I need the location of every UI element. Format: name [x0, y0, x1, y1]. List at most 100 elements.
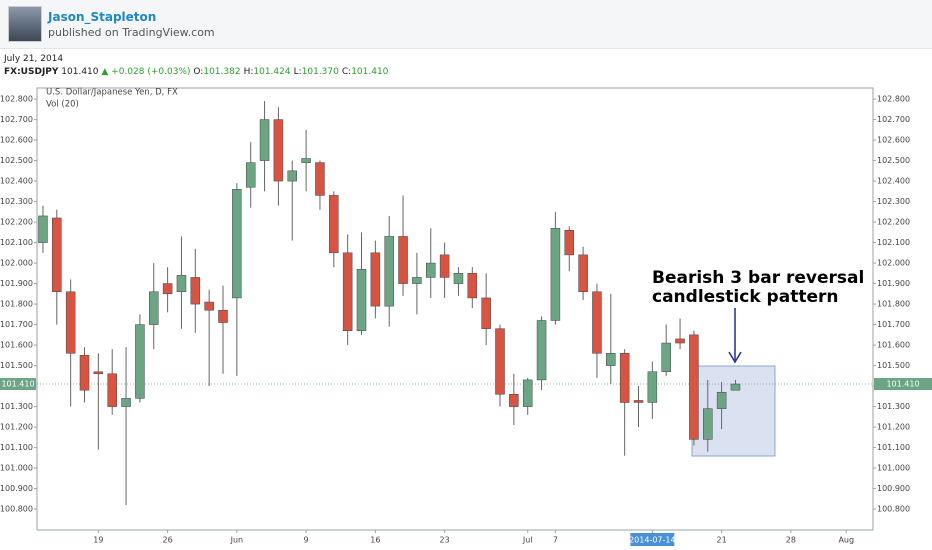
- y-tick-label: 101.300: [0, 402, 33, 411]
- candle-body: [370, 252, 381, 307]
- candle: [162, 267, 173, 313]
- candle: [356, 232, 367, 335]
- candle-body: [426, 262, 436, 278]
- candle-body: [606, 353, 616, 366]
- candle-body: [190, 277, 201, 305]
- candle-body: [412, 277, 422, 284]
- ohlc-label: H:: [243, 67, 254, 77]
- x-tick-label: 9: [304, 536, 309, 545]
- candle: [315, 160, 325, 210]
- x-tick-label: 26: [163, 536, 173, 545]
- y-tick-label: 102.100: [877, 238, 910, 247]
- candle-body: [633, 400, 644, 403]
- candle-body: [273, 119, 284, 182]
- candle: [273, 107, 284, 206]
- candle-body: [522, 379, 533, 407]
- x-tick-label: 7: [553, 536, 558, 545]
- candle: [259, 101, 270, 192]
- candle-body: [578, 254, 588, 293]
- x-tick-label: Jun: [230, 536, 244, 545]
- candle: [536, 316, 547, 391]
- x-tick-label: 16: [370, 536, 380, 545]
- y-tick-label: 100.800: [0, 505, 33, 514]
- candle-body: [592, 291, 602, 354]
- candle: [65, 279, 76, 407]
- candle-body: [232, 189, 242, 299]
- y-tick-label: 102.400: [877, 177, 910, 186]
- x-tick-label: Aug: [838, 536, 854, 545]
- candle-body: [689, 334, 699, 440]
- legend-volume: Vol (20): [46, 100, 79, 110]
- ohlc-value: 101.370: [301, 67, 339, 77]
- candle: [190, 248, 201, 333]
- y-tick-label: 101.900: [877, 279, 910, 288]
- y-tick-label: 101.500: [0, 361, 33, 370]
- ohlc: O:101.382 H:101.424 L:101.370 C:101.410: [193, 67, 391, 77]
- y-tick-label: 102.000: [0, 259, 33, 268]
- candle: [52, 209, 62, 325]
- symbol: FX:USDJPY: [4, 67, 59, 77]
- y-tick-label: 102.700: [0, 115, 33, 124]
- legend-title: U.S. Dollar/Japanese Yen, D, FX: [46, 88, 178, 98]
- ohlc-value: 101.410: [351, 67, 389, 77]
- candle: [149, 263, 159, 350]
- candle-body: [398, 236, 408, 284]
- candle: [647, 361, 658, 419]
- y-tick-label: 102.500: [877, 156, 910, 165]
- published-note: published on TradingView.com: [48, 26, 215, 39]
- candle-body: [439, 254, 450, 278]
- arrow-head: [728, 351, 742, 364]
- candle: [495, 324, 505, 407]
- candle-body: [315, 162, 325, 196]
- candle: [703, 379, 713, 452]
- y-tick-label: 101.300: [877, 402, 910, 411]
- candle: [384, 215, 394, 327]
- y-tick-label: 101.100: [0, 443, 33, 452]
- x-tick-label: 28: [786, 536, 796, 545]
- y-tick-label: 101.600: [877, 341, 910, 350]
- candle: [467, 267, 478, 309]
- candle-body: [149, 291, 159, 325]
- candle: [453, 267, 464, 296]
- y-tick-label: 101.000: [877, 464, 910, 473]
- candle-body: [162, 283, 173, 295]
- candle-body: [121, 398, 131, 407]
- candle-body: [245, 162, 256, 188]
- ohlc-label: L:: [293, 67, 302, 77]
- y-tick-label: 102.600: [877, 136, 910, 145]
- candle-body: [647, 371, 658, 403]
- y-tick-label: 102.400: [0, 177, 33, 186]
- author[interactable]: Jason_Stapleton: [48, 10, 157, 24]
- candle-body: [93, 371, 104, 375]
- candle-body: [495, 328, 505, 395]
- candle-body: [453, 273, 464, 284]
- y-tick-label: 102.700: [877, 115, 910, 124]
- ohlc-value: 101.382: [203, 67, 241, 77]
- candle: [633, 386, 644, 428]
- candle-body: [176, 275, 187, 293]
- price: 101.410: [61, 67, 99, 77]
- candle: [481, 273, 491, 346]
- candle: [592, 283, 602, 378]
- candle: [550, 211, 561, 325]
- y-tick-label: 101.200: [0, 423, 33, 432]
- candle-body: [675, 338, 685, 344]
- candle: [661, 324, 671, 376]
- x-tick-label: 21: [717, 536, 727, 545]
- x-tick-label: 19: [93, 536, 103, 545]
- y-tick-label: 101.800: [0, 300, 33, 309]
- candle-body: [467, 273, 478, 299]
- x-tick-highlight: [630, 533, 675, 546]
- y-tick-label: 102.200: [0, 218, 33, 227]
- y-tick-label: 102.100: [0, 238, 33, 247]
- candle: [107, 349, 117, 415]
- candle-body: [329, 195, 339, 254]
- y-tick-label: 101.600: [0, 341, 33, 350]
- y-tick-label: 101.700: [877, 320, 910, 329]
- candle: [564, 226, 575, 272]
- candle-body: [481, 297, 491, 329]
- candle-body: [52, 217, 62, 293]
- header: Jason_Stapleton published on TradingView…: [0, 0, 932, 49]
- candle: [606, 293, 616, 385]
- annotation-line: candlestick pattern: [652, 287, 838, 307]
